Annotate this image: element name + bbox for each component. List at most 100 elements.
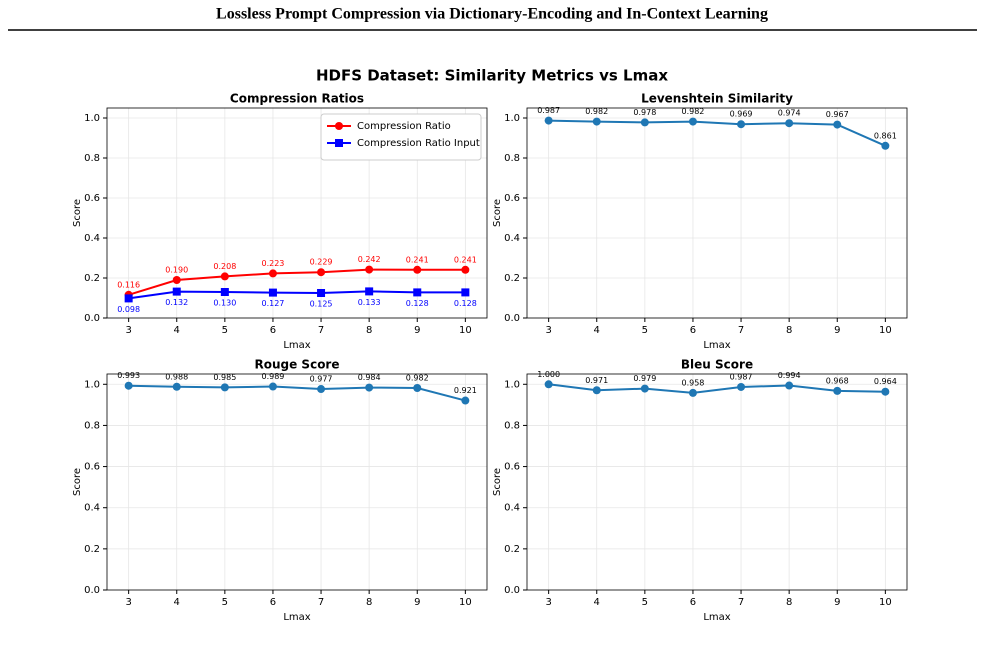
point	[688, 117, 697, 126]
data-label: 0.977	[310, 375, 333, 384]
data-label: 0.241	[406, 255, 429, 264]
legend-marker	[335, 139, 343, 147]
x-tick-label: 7	[318, 597, 324, 608]
data-label: 0.130	[213, 299, 236, 308]
x-tick-label: 8	[786, 597, 792, 608]
x-tick-label: 7	[738, 325, 744, 336]
y-tick-label: 0.6	[84, 462, 100, 473]
x-tick-label: 3	[125, 597, 131, 608]
data-label: 0.958	[681, 378, 704, 387]
y-tick-label: 0.2	[84, 544, 100, 555]
y-tick-label: 1.0	[84, 113, 100, 124]
point	[317, 385, 326, 394]
point	[413, 265, 422, 274]
legend-label: Compression Ratio	[357, 121, 451, 132]
y-tick-label: 0.8	[84, 153, 100, 164]
y-tick-label: 0.2	[84, 273, 100, 284]
point	[365, 287, 374, 296]
x-tick-label: 5	[222, 597, 228, 608]
y-tick-label: 0.4	[504, 503, 520, 514]
y-tick-label: 0.0	[84, 313, 100, 324]
data-label: 0.985	[213, 373, 236, 382]
data-label: 0.982	[406, 373, 429, 382]
chart-title: Bleu Score	[681, 358, 753, 372]
y-tick-label: 1.0	[84, 379, 100, 390]
point	[124, 381, 133, 390]
x-tick-label: 7	[738, 597, 744, 608]
series-line	[128, 290, 466, 300]
data-label: 0.987	[730, 372, 753, 381]
point	[737, 382, 746, 391]
point	[172, 287, 181, 296]
x-tick-label: 5	[642, 325, 648, 336]
data-label: 0.229	[310, 258, 333, 267]
data-label: 0.978	[633, 108, 656, 117]
point	[881, 141, 890, 150]
point	[124, 294, 133, 303]
x-tick-label: 10	[459, 325, 472, 336]
series-line	[128, 268, 466, 296]
y-axis-label: Score	[492, 468, 503, 496]
data-label: 1.000	[537, 370, 560, 379]
data-label: 0.127	[261, 299, 284, 308]
point	[220, 383, 229, 392]
data-label: 0.971	[585, 376, 608, 385]
point	[220, 288, 229, 296]
point	[172, 276, 181, 284]
x-tick-label: 10	[879, 325, 892, 336]
data-label: 0.979	[633, 374, 656, 383]
x-tick-label: 8	[366, 325, 372, 336]
point	[640, 384, 649, 393]
data-label: 0.133	[358, 298, 381, 307]
series-line	[548, 383, 886, 394]
x-tick-label: 3	[125, 325, 131, 336]
data-label: 0.125	[310, 300, 333, 309]
data-label: 0.982	[585, 107, 608, 116]
data-label: 0.223	[261, 259, 284, 268]
data-label: 0.861	[874, 131, 897, 140]
point	[461, 288, 470, 297]
legend-marker	[335, 122, 343, 130]
x-axis-label: Lmax	[703, 612, 730, 623]
x-tick-label: 9	[834, 325, 840, 336]
data-label: 0.988	[165, 372, 188, 381]
plot-frame	[526, 107, 908, 319]
y-axis-label: Score	[72, 199, 83, 227]
point	[592, 386, 601, 395]
point	[785, 381, 794, 390]
point	[640, 118, 649, 127]
x-tick-label: 5	[642, 597, 648, 608]
legend-label: Compression Ratio Input	[357, 138, 480, 149]
x-tick-label: 8	[786, 325, 792, 336]
point	[317, 289, 326, 297]
point	[365, 265, 374, 274]
y-tick-label: 0.6	[504, 462, 520, 473]
data-label: 0.967	[826, 110, 849, 119]
chart-title: Compression Ratios	[230, 92, 364, 106]
series-line	[548, 119, 886, 147]
point	[172, 382, 181, 391]
x-tick-label: 3	[545, 325, 551, 336]
plot-frame	[106, 373, 488, 591]
y-axis-label: Score	[492, 199, 503, 227]
series-line	[128, 384, 466, 402]
y-tick-label: 0.0	[504, 313, 520, 324]
y-tick-label: 0.0	[504, 585, 520, 596]
x-tick-label: 3	[545, 597, 551, 608]
x-tick-label: 4	[594, 597, 600, 608]
y-tick-label: 0.2	[504, 544, 520, 555]
data-label: 0.208	[213, 262, 236, 271]
x-tick-label: 8	[366, 597, 372, 608]
point	[461, 265, 470, 274]
x-tick-label: 9	[414, 597, 420, 608]
point	[413, 288, 422, 297]
paper-title: Lossless Prompt Compression via Dictiona…	[216, 6, 768, 23]
point	[688, 388, 697, 397]
x-tick-label: 6	[270, 597, 276, 608]
y-tick-label: 0.8	[504, 153, 520, 164]
chart-title: Levenshtein Similarity	[641, 92, 793, 106]
x-axis-label: Lmax	[283, 340, 310, 351]
x-axis-label: Lmax	[283, 612, 310, 623]
data-label: 0.968	[826, 376, 849, 385]
